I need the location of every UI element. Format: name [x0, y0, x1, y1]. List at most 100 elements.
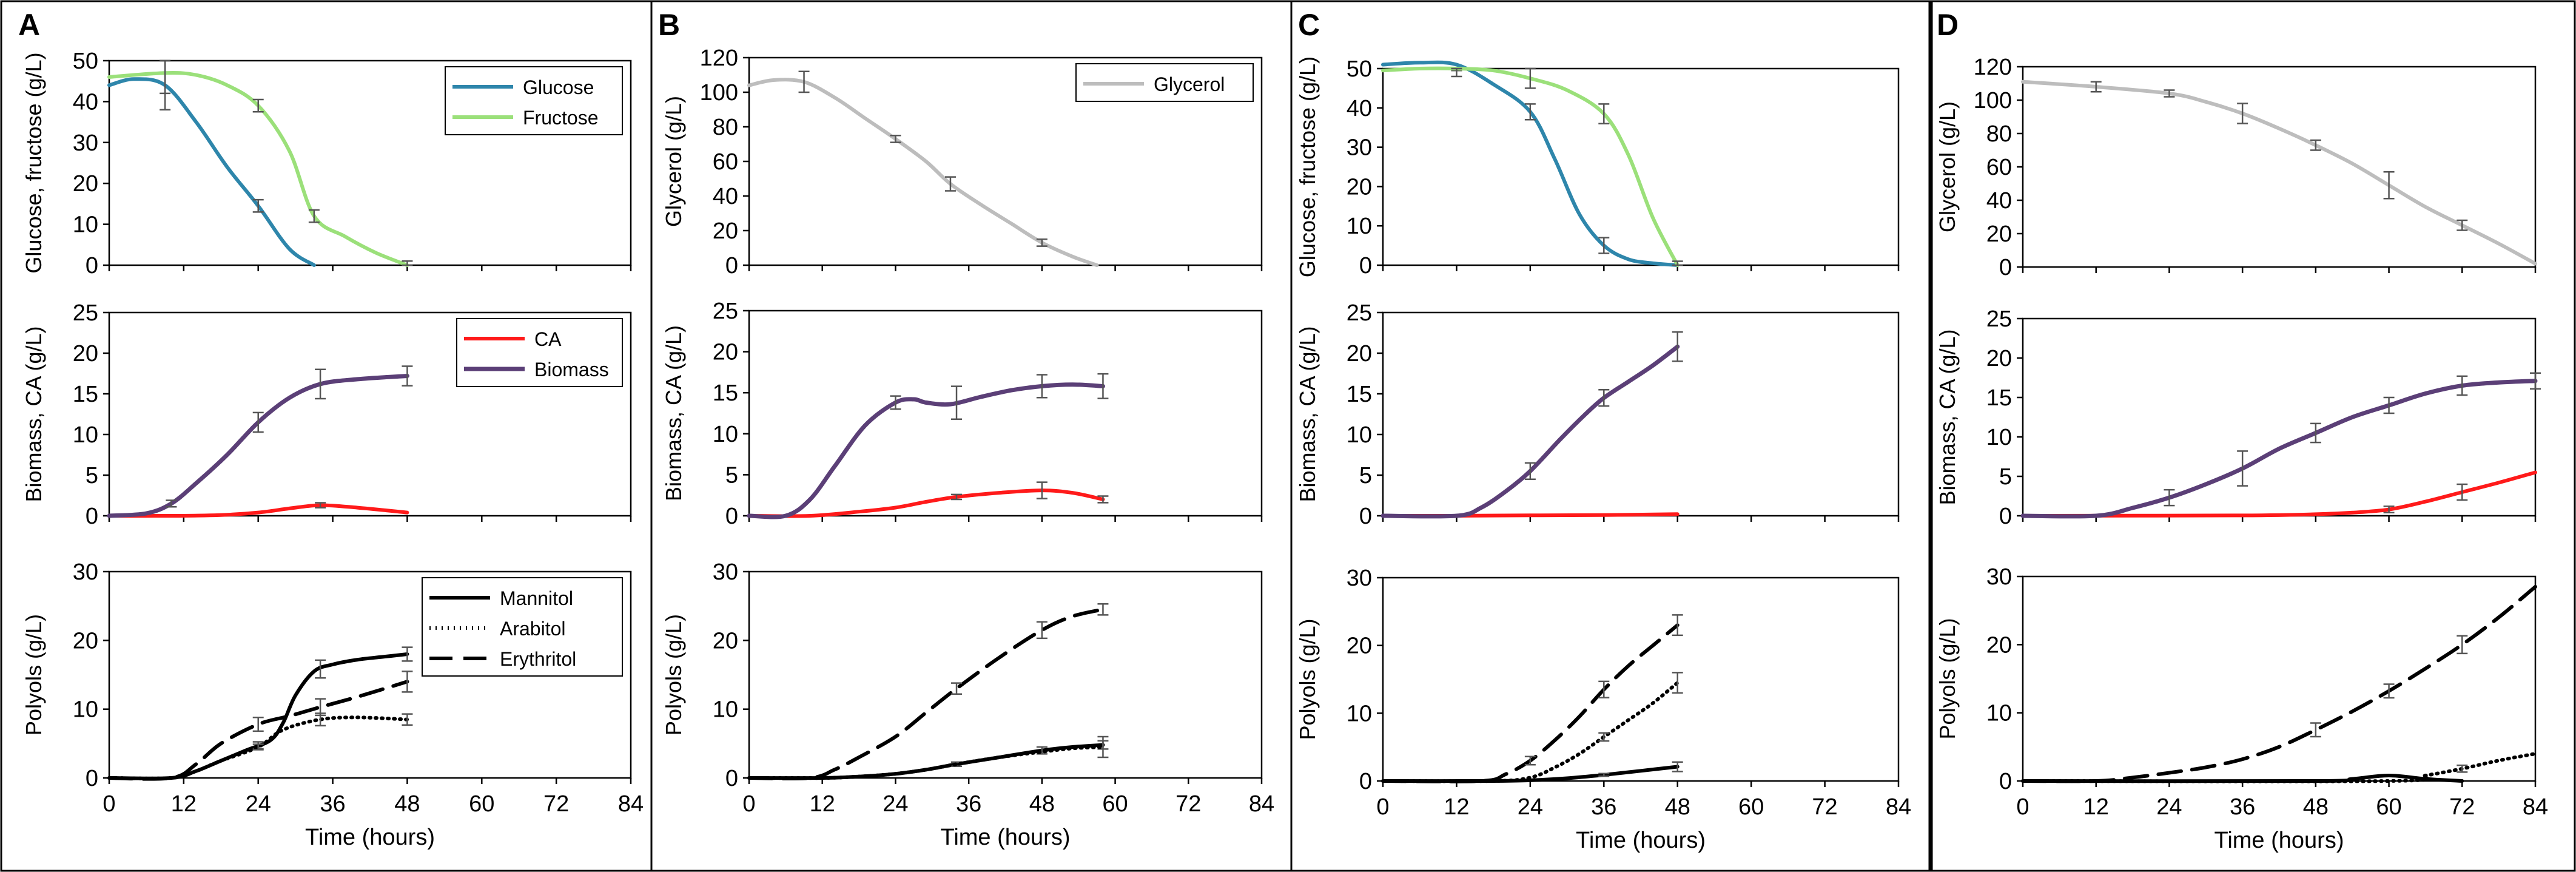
panel-c-plot-1-ytick-label: 50: [1347, 56, 1372, 82]
panel-d-plot-1-ytick-label: 120: [1974, 55, 2012, 80]
panel-a-plot-1-ytick-label: 30: [73, 130, 98, 156]
panel-d-plot-3-xtick-label: 12: [2083, 794, 2109, 820]
panel-b-plot-3-ytick-label: 20: [713, 628, 738, 654]
panel-b-plot-1-ytick-label: 120: [700, 46, 738, 71]
panel-a-plot-1-ytick-label: 10: [73, 212, 98, 238]
panel-c-plot-2-ytick-label: 0: [1359, 504, 1372, 529]
panel-c-plot-2-ytick-label: 20: [1347, 341, 1372, 367]
panel-d-plot-2-ytick-label: 0: [1999, 504, 2012, 529]
panel-c-plot-2-ytick-label: 5: [1359, 463, 1372, 488]
panel-b-plot-3-series-erythritol: [747, 607, 1105, 781]
panel-d-plot-3-ytick-label: 0: [1999, 769, 2012, 794]
panel-c-plot-3-series-arabitol: [1381, 681, 1680, 783]
panel-c-plot-1-frame: [1382, 67, 1900, 266]
panel-a-plot-2-ytick-label: 5: [86, 463, 98, 488]
panel-a-plot-3-xtick-label: 36: [320, 791, 345, 817]
panel-c-plot-1-ytick-label: 10: [1347, 214, 1372, 239]
panel-a-plot-1-y-axis-title: Glucose, fructose (g/L): [21, 52, 46, 273]
panel-b-plot-3-y-axis-title: Polyols (g/L): [661, 614, 686, 735]
panel-d-plot-3-xtick-label: 24: [2156, 794, 2182, 820]
panel-b-plot-3-ytick-label: 30: [713, 559, 738, 585]
panel-b-plot-3-ytick-label: 10: [713, 697, 738, 723]
panel-d-plot-3-xtick-label: 60: [2376, 794, 2401, 820]
panel-c-plot-3-ytick-label: 30: [1347, 566, 1372, 591]
panel-a-plot-2-ytick-label: 25: [73, 300, 98, 326]
panel-a-plot-3-ytick-label: 10: [73, 697, 98, 723]
panel-d-plot-2-ytick-label: 10: [1986, 425, 2012, 450]
panel-d-plot-1-ytick-label: 100: [1974, 88, 2012, 113]
panel-c-plot-3-xtick-label: 72: [1812, 794, 1837, 820]
panel-d-plot-3-xtick-label: 84: [2523, 794, 2548, 820]
panel-c-plot-2-ytick-label: 15: [1347, 382, 1372, 407]
panel-c-plot-2-series-biomass: [1380, 344, 1680, 519]
panel-label-b: B: [658, 8, 680, 42]
panel-b-plot-3-xtick-label: 0: [742, 791, 755, 817]
panel-c-plot-3-y-axis-title: Polyols (g/L): [1295, 618, 1320, 740]
panel-a-plot-1-legend-label-fructose: Fructose: [523, 107, 598, 129]
panel-c-plot-3-series-erythritol: [1381, 623, 1680, 783]
panel-b-plot-1-ytick-label: 40: [713, 184, 738, 209]
panel-a-plot-3-legend-label-mannitol: Mannitol: [500, 587, 573, 609]
panel-d-plot-3-ytick-label: 30: [1986, 564, 2012, 590]
panel-b-plot-3-xtick-label: 24: [883, 791, 908, 817]
panel-b-plot-3-xtick-label: 12: [810, 791, 835, 817]
panel-c-plot-1-series-fructose: [1381, 66, 1680, 267]
panel-b-plot-2-series-ca: [747, 488, 1105, 518]
panel-d-plot-3-series-erythritol: [2021, 584, 2537, 783]
panel-a-plot-1-ytick-label: 0: [86, 253, 98, 279]
panel-a-plot-2-legend-label-ca: CA: [534, 328, 562, 350]
panel-b-plot-1-ytick-label: 0: [725, 253, 738, 279]
panel-a-plot-2-series-ca: [107, 503, 409, 518]
panel-c-plot-1-ytick-label: 20: [1347, 174, 1372, 200]
panel-c-plot-3-ytick-label: 0: [1359, 769, 1372, 794]
panel-d-plot-3-ytick-label: 20: [1986, 632, 2012, 658]
panel-a-plot-3-y-axis-title: Polyols (g/L): [21, 614, 46, 735]
panel-c-plot-3-xtick-label: 48: [1665, 794, 1690, 820]
panel-d-plot-2-series-ca: [2021, 470, 2537, 518]
panel-label-d: D: [1937, 8, 1959, 42]
panel-d-plot-1-ytick-label: 20: [1986, 221, 2012, 247]
panel-a-plot-3-xtick-label: 60: [469, 791, 494, 817]
panel-label-c: C: [1298, 8, 1320, 42]
panel-label-a: A: [18, 8, 40, 42]
panel-b-plot-3-xtick-label: 36: [956, 791, 981, 817]
panel-a-plot-2-series-biomass: [107, 374, 409, 518]
panel-b-plot-2-ytick-label: 5: [725, 462, 738, 488]
panel-c-plot-1-y-axis-title: Glucose, fructose (g/L): [1295, 56, 1320, 277]
panel-a-plot-3-legend-label-arabitol: Arabitol: [500, 618, 566, 640]
panel-d-plot-3-xtick-label: 0: [2016, 794, 2029, 820]
panel-d-plot-1-ytick-label: 80: [1986, 121, 2012, 147]
panel-c-plot-1-ytick-label: 0: [1359, 253, 1372, 279]
panel-a-plot-3-xtick-label: 72: [543, 791, 569, 817]
panel-d-plot-1-series-glycerol: [2021, 79, 2537, 266]
panel-b-plot-1-y-axis-title: Glycerol (g/L): [661, 96, 686, 227]
panel-a-plot-1-ytick-label: 40: [73, 89, 98, 115]
panel-a-plot-1-ytick-label: 20: [73, 171, 98, 197]
panel-a-plot-3-xtick-label: 12: [171, 791, 197, 817]
panel-c-plot-3-x-axis-title: Time (hours): [1576, 828, 1706, 853]
panel-b-plot-1-ytick-label: 20: [713, 218, 738, 244]
panel-c-plot-3-ytick-label: 10: [1347, 701, 1372, 726]
panel-d-plot-1-y-axis-title: Glycerol (g/L): [1935, 101, 1960, 232]
panel-b-plot-3-series-arabitol: [747, 745, 1105, 780]
panel-a-plot-1-ytick-label: 50: [73, 49, 98, 74]
panel-b-plot-1-ytick-label: 80: [713, 115, 738, 140]
panel-b-plot-2-y-axis-title: Biomass, CA (g/L): [661, 325, 686, 501]
panel-d-plot-2-frame: [2022, 317, 2537, 517]
panel-b-plot-3-xtick-label: 60: [1102, 791, 1128, 817]
panel-b-plot-1-ytick-label: 100: [700, 80, 738, 106]
panel-a-plot-2-ytick-label: 15: [73, 382, 98, 407]
panel-a-plot-3-ytick-label: 20: [73, 628, 98, 654]
panel-d-plot-3-xtick-label: 72: [2449, 794, 2475, 820]
panel-d-plot-2-ytick-label: 25: [1986, 306, 2012, 332]
panel-d-plot-2-ytick-label: 5: [1999, 464, 2012, 490]
panel-c-plot-3-frame: [1382, 576, 1900, 782]
panel-c-plot-3-ytick-label: 20: [1347, 634, 1372, 659]
panel-c-plot-3-xtick-label: 36: [1591, 794, 1616, 820]
panel-c-plot-3-xtick-label: 60: [1738, 794, 1764, 820]
panel-a-plot-2-y-axis-title: Biomass, CA (g/L): [21, 326, 46, 502]
panel-d-plot-3-xtick-label: 48: [2303, 794, 2329, 820]
panel-a-plot-2-legend-box: [456, 318, 623, 387]
